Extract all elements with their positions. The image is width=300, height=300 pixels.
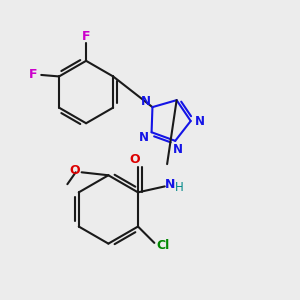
Text: O: O	[130, 153, 140, 166]
Text: N: N	[195, 115, 205, 128]
Text: N: N	[173, 143, 183, 156]
Text: N: N	[139, 131, 149, 144]
Text: N: N	[165, 178, 175, 191]
Text: Cl: Cl	[156, 239, 169, 252]
Text: H: H	[175, 182, 184, 194]
Text: O: O	[69, 164, 80, 177]
Text: F: F	[29, 68, 38, 81]
Text: F: F	[82, 30, 91, 43]
Text: N: N	[140, 95, 150, 108]
